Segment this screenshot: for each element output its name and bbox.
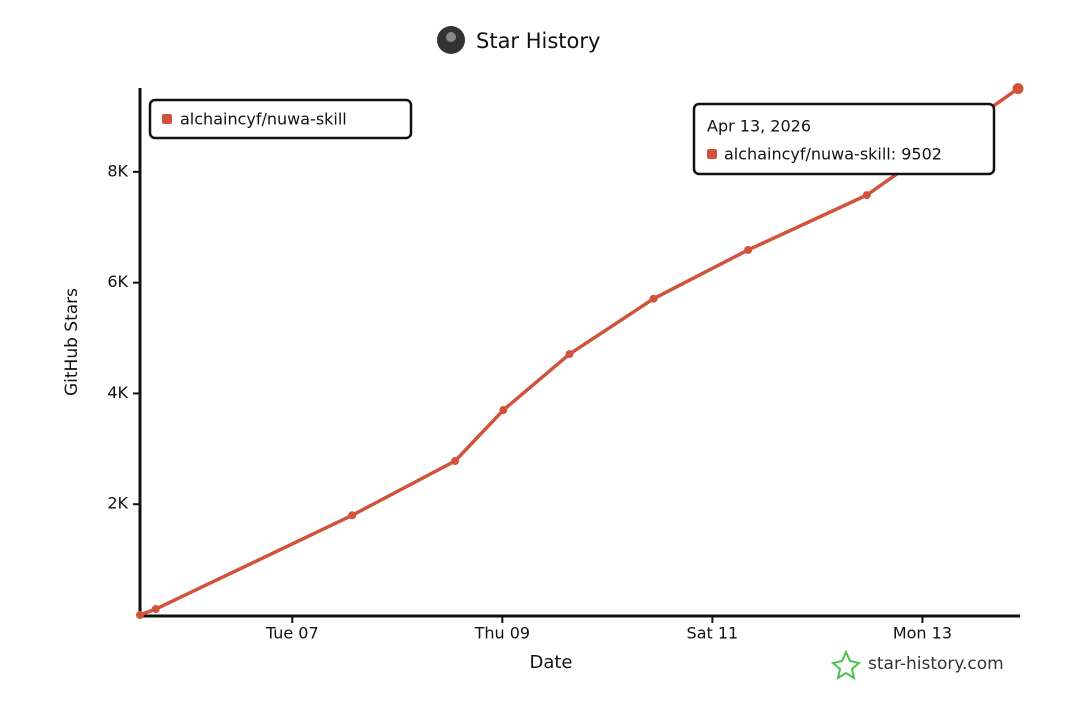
data-point	[744, 245, 753, 254]
data-point	[862, 191, 871, 200]
data-point	[348, 511, 357, 520]
data-point	[499, 406, 508, 415]
x-tick-label: Sat 11	[687, 624, 739, 643]
data-point	[451, 457, 460, 466]
chart-title: Star History	[476, 29, 600, 53]
y-tick-label: 4K	[107, 383, 128, 402]
series-line	[138, 86, 1020, 617]
tooltip-swatch	[707, 149, 717, 159]
data-point	[649, 294, 658, 303]
tooltip-date: Apr 13, 2026	[707, 117, 811, 136]
avatar-face	[446, 32, 456, 42]
x-axis-label: Date	[529, 652, 572, 673]
tooltip-text: alchaincyf/nuwa-skill: 9502	[724, 145, 942, 164]
y-tick-label: 8K	[107, 161, 128, 180]
data-point	[151, 605, 160, 614]
watermark: star-history.com	[830, 649, 1004, 681]
x-tick-label: Tue 07	[265, 624, 319, 643]
y-tick-label: 6K	[107, 272, 128, 291]
watermark-text: star-history.com	[868, 654, 1004, 674]
tooltip-box	[692, 102, 996, 176]
x-tick-label: Mon 13	[893, 624, 952, 643]
data-point	[1012, 83, 1024, 95]
watermark-icon	[830, 649, 862, 681]
data-point	[136, 611, 144, 619]
y-tick-label: 2K	[107, 494, 128, 513]
legend-swatch	[162, 114, 172, 124]
x-tick-label: Thu 09	[474, 624, 531, 643]
y-axis-label: GitHub Stars	[62, 288, 82, 396]
legend-box	[148, 98, 413, 140]
data-point	[565, 350, 574, 359]
legend-label: alchaincyf/nuwa-skill	[180, 110, 347, 129]
